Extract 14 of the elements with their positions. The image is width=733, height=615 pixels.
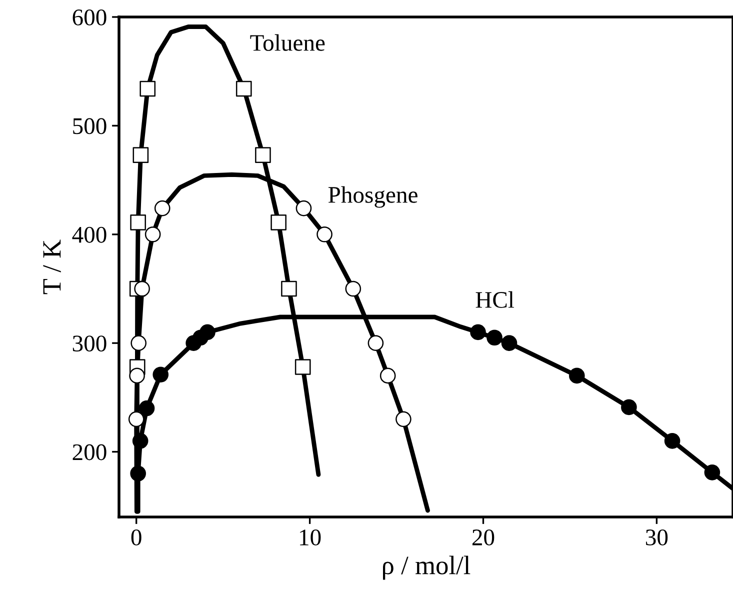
x-tick-label: 30 xyxy=(646,529,668,546)
y-tick-label: 600 xyxy=(72,9,106,26)
y-tick-label: 500 xyxy=(73,118,106,134)
y-tick-label: 300 xyxy=(72,336,106,352)
annotation: Toluene xyxy=(250,34,325,51)
x-tick-label: 20 xyxy=(472,529,494,546)
y-tick-label: 200 xyxy=(72,444,106,460)
x-tick-label: 0 xyxy=(131,529,142,546)
x-axis-title: ρ / mol/l xyxy=(383,556,470,580)
x-tick-label: 10 xyxy=(300,529,321,546)
annotation: Phosgene xyxy=(328,186,418,208)
y-axis-title: T / K xyxy=(43,240,61,294)
y-tick-label: 400 xyxy=(72,226,106,243)
annotation: HCl xyxy=(476,291,514,308)
